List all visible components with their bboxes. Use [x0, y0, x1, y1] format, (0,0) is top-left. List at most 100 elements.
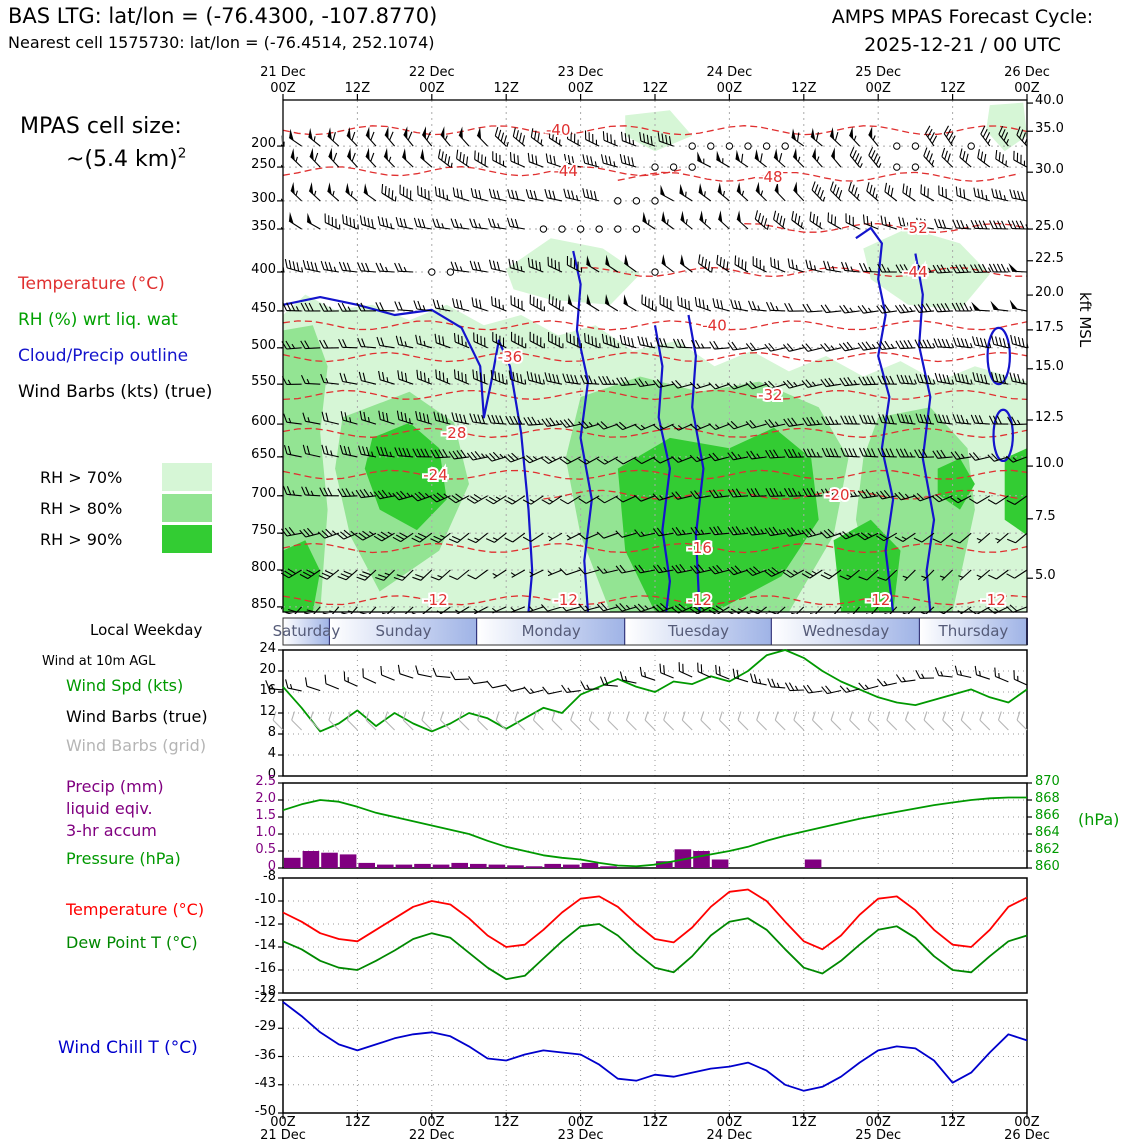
pressure-tick-label: 500 — [251, 337, 276, 353]
legend-wind-barbs: Wind Barbs (kts) (true) — [18, 382, 213, 402]
date-label: 23 Dec — [557, 65, 604, 80]
pressure-tick-label: 250 — [251, 157, 276, 173]
chill-tick-label: -50 — [254, 1104, 276, 1119]
kft-tick-label: 40.0 — [1035, 93, 1064, 109]
svg-text:-44: -44 — [553, 162, 578, 180]
date-label: 24 Dec — [706, 65, 753, 80]
time-tick-label: 00Z — [865, 1115, 891, 1130]
time-tick-label: 12Z — [344, 1115, 371, 1130]
time-tick-label: 00Z — [567, 81, 594, 96]
precip-label-3: 3-hr accum — [66, 821, 157, 840]
pressure-tick-label: 700 — [251, 485, 276, 501]
date-label: 22 Dec — [408, 1128, 455, 1140]
wind-tick-label: 20 — [259, 662, 276, 677]
rh-legend-row-80: RH > 80% — [40, 493, 212, 523]
rh70-swatch — [162, 463, 212, 491]
wind-chill-label: Wind Chill T (°C) — [58, 1038, 198, 1058]
cell-size-line2: ~(5.4 km)2 — [66, 145, 187, 172]
kft-tick-label: 22.5 — [1035, 250, 1064, 266]
time-tick-label: 12Z — [642, 1115, 668, 1130]
pressure-tick-label: 850 — [251, 596, 276, 612]
temperature-label: Temperature (°C) — [66, 900, 205, 919]
time-tick-label: 00Z — [716, 1115, 743, 1130]
pressure-tick-label: 600 — [251, 414, 276, 430]
time-tick-label: 00Z — [419, 81, 445, 96]
rh80-swatch — [162, 494, 212, 522]
pressure-axis-tick-label: 862 — [1035, 842, 1060, 857]
temp-tick-label: -10 — [254, 892, 276, 907]
pressure-label: Pressure (hPa) — [66, 849, 181, 868]
kft-tick-label: 25.0 — [1035, 219, 1064, 235]
time-tick-label: 12Z — [791, 1115, 817, 1130]
date-label: 21 Dec — [260, 1128, 306, 1140]
rh70-label: RH > 70% — [40, 467, 123, 487]
svg-text:-28: -28 — [442, 424, 467, 442]
precip-label-2: liquid eqiv. — [66, 799, 153, 818]
kft-tick-label: 12.5 — [1035, 410, 1064, 425]
pressure-tick-label: 650 — [251, 446, 276, 462]
date-label: 21 Dec — [260, 65, 306, 80]
weekday-band-label: Wednesday — [802, 622, 890, 640]
local-weekday-label: Local Weekday — [90, 621, 203, 639]
svg-text:-12: -12 — [553, 591, 578, 609]
svg-text:-52: -52 — [903, 219, 928, 237]
legend-rh: RH (%) wrt liq. wat — [18, 310, 178, 330]
chill-tick-label: -29 — [254, 1019, 276, 1035]
svg-text:-12: -12 — [866, 591, 891, 609]
wind-barbs-true-label: Wind Barbs (true) — [66, 707, 208, 726]
precip-label-1: Precip (mm) — [66, 777, 164, 796]
time-tick-label: 12Z — [493, 81, 519, 96]
rh90-label: RH > 90% — [40, 529, 123, 549]
temp-tick-label: -16 — [254, 961, 276, 976]
svg-text:-12: -12 — [981, 591, 1006, 609]
kft-tick-label: 5.0 — [1035, 568, 1056, 584]
rh-legend-row-90: RH > 90% — [40, 524, 212, 554]
precip-tick-label: 0.5 — [255, 842, 276, 857]
svg-text:-36: -36 — [498, 348, 523, 366]
weekday-band-label: Saturday — [272, 622, 341, 640]
pressure-tick-label: 800 — [251, 560, 276, 576]
temp-tick-label: -14 — [254, 938, 276, 953]
kft-tick-label: 20.0 — [1035, 285, 1064, 301]
svg-text:-32: -32 — [758, 386, 783, 404]
rh-legend-row-70: RH > 70% — [40, 462, 212, 492]
chill-tick-label: -43 — [254, 1075, 276, 1091]
cell-size-label: MPAS cell size: ~(5.4 km)2 — [20, 110, 186, 176]
weekday-band-label: Tuesday — [668, 622, 730, 640]
legend-temperature: Temperature (°C) — [18, 274, 165, 294]
date-label: 25 Dec — [855, 1128, 902, 1140]
date-label: 26 Dec — [1004, 65, 1050, 80]
time-tick-label: 12Z — [939, 1115, 966, 1130]
chill-tick-label: -36 — [254, 1047, 276, 1063]
wind-tick-label: 24 — [259, 641, 276, 656]
wind-tick-label: 4 — [267, 746, 276, 761]
forecast-cycle-title: AMPS MPAS Forecast Cycle: 2025-12-21 / 0… — [790, 4, 1135, 59]
kft-axis-label: kft MSL — [1076, 292, 1094, 348]
pressure-axis-tick-label: 866 — [1035, 808, 1060, 823]
weekday-band-label: Thursday — [938, 622, 1009, 640]
weekday-band-label: Monday — [521, 622, 581, 640]
time-tick-label: 00Z — [716, 81, 743, 96]
weekday-band-label: Sunday — [375, 622, 432, 640]
pressure-axis-tick-label: 864 — [1035, 825, 1060, 840]
date-label: 23 Dec — [557, 1128, 604, 1140]
forecast-cycle-line2: 2025-12-21 / 00 UTC — [864, 33, 1061, 56]
time-tick-label: 12Z — [939, 81, 966, 96]
svg-text:-40: -40 — [702, 316, 727, 334]
chill-tick-label: -22 — [254, 991, 276, 1006]
svg-text:-40: -40 — [546, 121, 571, 139]
time-tick-label: 00Z — [865, 81, 891, 96]
kft-tick-label: 35.0 — [1035, 121, 1064, 137]
dew-point-label: Dew Point T (°C) — [66, 933, 198, 952]
kft-tick-label: 10.0 — [1035, 456, 1064, 472]
pressure-axis-tick-label: 860 — [1035, 859, 1060, 874]
kft-tick-label: 17.5 — [1035, 319, 1064, 335]
svg-text:-12: -12 — [423, 591, 448, 609]
legend-cloud-outline: Cloud/Precip outline — [18, 346, 189, 366]
time-tick-label: 12Z — [493, 1115, 519, 1130]
precip-tick-label: 1.5 — [255, 808, 276, 823]
pressure-tick-label: 550 — [251, 374, 276, 390]
precip-tick-label: 2.0 — [255, 791, 276, 806]
